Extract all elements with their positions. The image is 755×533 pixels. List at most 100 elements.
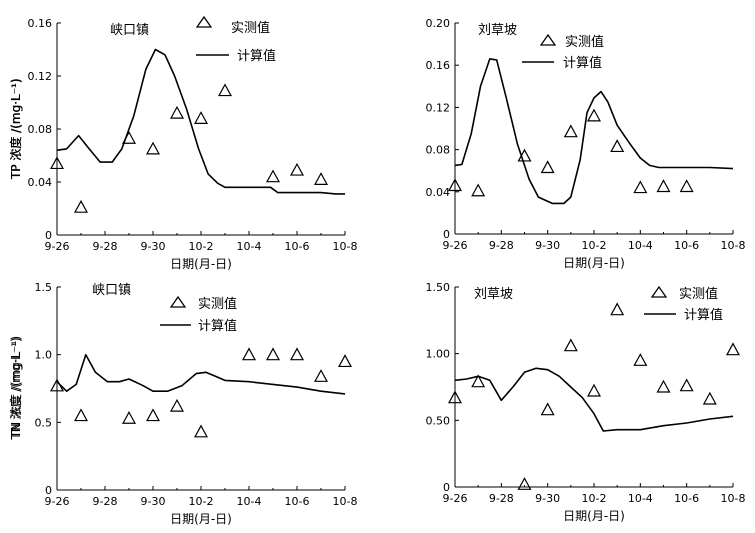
x-tick-label: 9-26: [45, 240, 70, 253]
measured-point: [241, 347, 257, 361]
legend: 实测值 计算值: [522, 33, 604, 71]
measured-point: [471, 374, 486, 388]
x-tick-label: 10-4: [628, 492, 653, 505]
x-axis-label: 日期(月-日): [563, 256, 625, 270]
measured-point: [145, 141, 161, 155]
y-tick-label: 1.5: [35, 281, 53, 294]
measured-point: [217, 83, 233, 97]
x-axis-label: 日期(月-日): [170, 512, 232, 526]
chart-panel-tn-xiakou: 峡口镇 实测值 计算值 0 0.5 1.0 1.5 9-26 9-28 9-30 10-2 10…: [8, 281, 357, 526]
legend: 实测值 计算值: [644, 285, 723, 323]
y-tick-label: 0.12: [426, 101, 451, 114]
measured-point: [563, 338, 578, 352]
measured-point: [169, 398, 185, 412]
y-tick-label: 0.5: [35, 416, 53, 429]
x-tick-label: 10-6: [285, 240, 310, 253]
legend: 实测值 计算值: [160, 295, 237, 334]
computed-series-line: [56, 353, 346, 395]
computed-series-line: [56, 48, 345, 195]
y-axis-label: TN 浓度 /(mg·L⁻¹): [8, 337, 23, 440]
x-tick-label: 10-8: [333, 495, 358, 508]
chart-panel-tp-xiakou: 峡口镇 实测值 计算值 0 0.04 0.08 0.12 0.16 9-26 9-28 9-3…: [8, 15, 358, 271]
chart-panel-tn-liucaopo: 刘草坡 实测值 计算值 00.501.001.509-26 9-28 9-30 10-…: [8, 281, 745, 523]
x-tick-label: 10-8: [721, 492, 746, 505]
station-label: 刘草坡: [474, 287, 513, 302]
computed-series-line: [454, 367, 734, 432]
measured-point: [145, 408, 161, 422]
measured-point: [702, 391, 717, 405]
y-tick-label: 0.08: [28, 123, 53, 136]
x-tick-label: 10-6: [674, 239, 699, 252]
x-tick-label: 10-6: [285, 495, 310, 508]
measured-point: [540, 160, 555, 174]
x-tick-label: 9-26: [45, 495, 70, 508]
measured-point: [586, 108, 602, 122]
x-tick-label: 9-26: [443, 492, 468, 505]
x-tick-label: 10-4: [237, 495, 262, 508]
y-axis-label: TN 浓度 /(mg·L⁻¹): [8, 336, 23, 439]
station-label: 刘草坡: [478, 23, 517, 38]
x-axis-label: 日期(月-日): [170, 257, 232, 271]
measured-point: [121, 411, 137, 424]
x-tick-label: 10-2: [189, 495, 214, 508]
measured-point: [447, 390, 463, 404]
measured-point: [679, 179, 694, 193]
legend-measured-marker: [195, 15, 213, 28]
x-tick-label: 10-4: [628, 239, 653, 252]
measured-point: [610, 139, 625, 153]
y-tick-label: 0.04: [426, 186, 451, 199]
measured-point: [313, 369, 329, 382]
y-axis-label: TP 浓度 /(mg·L⁻¹): [8, 79, 23, 181]
legend-computed-label: 计算值: [563, 55, 602, 71]
y-tick-label: 0: [45, 229, 52, 242]
chart-panel-tp-liucaopo: 刘草坡 实测值 计算值 0 0.04 0.08 0.12 0.16 0.20 9-26 9-2…: [8, 17, 745, 270]
x-tick-label: 9-30: [535, 492, 560, 505]
y-tick-label: 1.0: [35, 349, 53, 362]
legend-computed-label: 计算值: [237, 48, 276, 64]
y-tick-label: 1.50: [426, 281, 451, 294]
measured-point: [265, 169, 281, 183]
measured-point: [313, 172, 329, 185]
y-tick-label: 0: [443, 481, 450, 494]
measured-point: [540, 402, 555, 416]
y-tick-label: 0.08: [426, 144, 451, 157]
x-tick-label: 10-2: [582, 492, 607, 505]
legend-measured-label: 实测值: [198, 296, 237, 312]
measured-point: [447, 178, 463, 192]
measured-point: [656, 379, 671, 393]
measured-point: [656, 179, 671, 193]
legend-measured-marker: [539, 33, 557, 46]
x-tick-label: 9-30: [535, 239, 560, 252]
measured-point: [725, 342, 741, 356]
station-label: 峡口镇: [110, 23, 149, 38]
legend-computed-label: 计算值: [684, 307, 723, 323]
y-tick-label: 0.04: [28, 176, 53, 189]
x-tick-label: 9-28: [93, 495, 118, 508]
x-tick-label: 10-2: [189, 240, 214, 253]
measured-point: [337, 354, 353, 368]
x-tick-label: 9-26: [443, 239, 468, 252]
y-tick-label: 0.20: [426, 17, 451, 30]
measured-point: [289, 347, 305, 361]
measured-point: [193, 111, 209, 124]
x-tick-label: 10-2: [582, 239, 607, 252]
measured-point: [517, 148, 532, 162]
measured-point: [73, 408, 89, 422]
x-tick-label: 9-28: [489, 239, 514, 252]
measured-point: [586, 383, 602, 397]
x-tick-label: 10-4: [237, 240, 262, 253]
legend-measured-label: 实测值: [679, 286, 718, 302]
measured-point: [265, 347, 281, 361]
x-tick-label: 9-30: [141, 240, 166, 253]
measured-point: [73, 199, 89, 213]
measured-point: [121, 131, 137, 144]
measured-point: [49, 378, 65, 392]
x-tick-label: 9-30: [141, 495, 166, 508]
x-tick-label: 10-8: [721, 239, 746, 252]
measured-point: [563, 124, 578, 138]
x-tick-label: 10-8: [333, 240, 358, 253]
measured-point: [679, 378, 694, 392]
y-tick-label: 0: [443, 228, 450, 241]
measured-point: [49, 156, 65, 170]
